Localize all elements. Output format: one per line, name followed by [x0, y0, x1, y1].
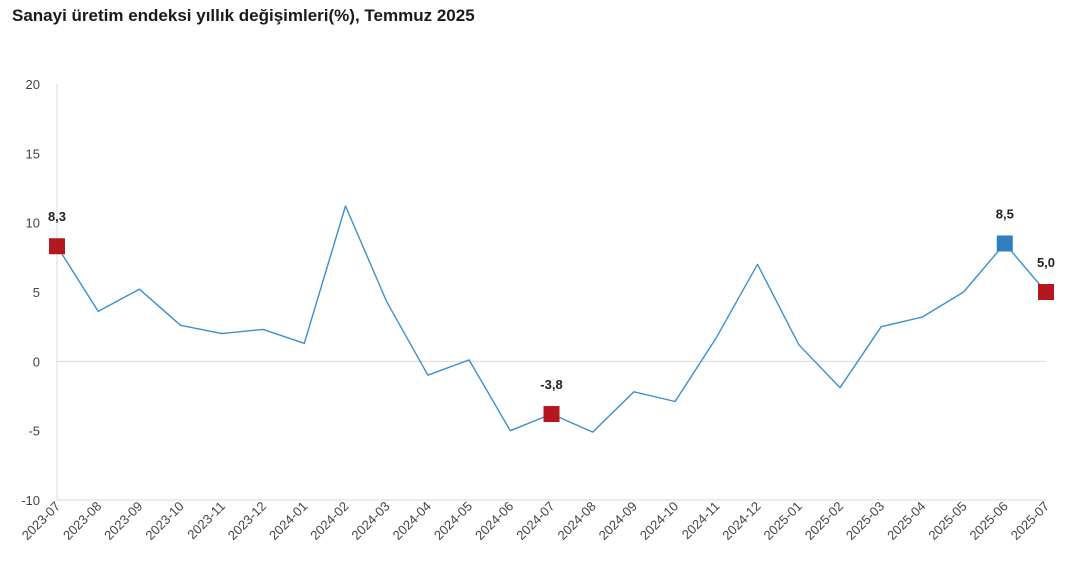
- x-tick-label: 2025-03: [843, 499, 887, 543]
- data-label: -3,8: [540, 377, 562, 392]
- x-tick-label: 2025-05: [925, 499, 969, 543]
- x-tick-label: 2023-08: [60, 499, 104, 543]
- x-tick-label: 2023-09: [101, 499, 145, 543]
- x-axis-ticks: 2023-072023-082023-092023-102023-112023-…: [19, 499, 1052, 543]
- highlight-markers: 8,3 -3,8 8,5 5,0: [48, 206, 1055, 423]
- y-tick-label: 10: [26, 216, 40, 231]
- x-tick-label: 2023-12: [225, 499, 269, 543]
- data-label: 5,0: [1037, 255, 1055, 270]
- x-tick-label: 2025-01: [761, 499, 805, 543]
- x-tick-label: 2024-03: [348, 499, 392, 543]
- highlight-marker: [1038, 284, 1054, 300]
- x-tick-label: 2024-10: [637, 499, 681, 543]
- x-tick-label: 2023-11: [184, 499, 228, 543]
- highlight-marker: [543, 406, 560, 423]
- x-tick-label: 2025-07: [1008, 499, 1052, 543]
- x-tick-label: 2025-04: [884, 499, 928, 543]
- y-tick-label: -10: [21, 493, 40, 508]
- y-axis-ticks: -10 -5 0 5 10 15 20: [21, 77, 40, 508]
- highlight-marker: [49, 238, 65, 255]
- x-tick-label: 2025-06: [967, 499, 1011, 543]
- x-tick-label: 2024-05: [431, 499, 475, 543]
- y-tick-label: 0: [33, 354, 40, 369]
- x-tick-label: 2024-08: [554, 499, 598, 543]
- series-layer: [56, 205, 1047, 433]
- highlight-marker: [996, 235, 1013, 252]
- x-tick-label: 2023-10: [142, 499, 186, 543]
- x-tick-label: 2024-12: [719, 499, 763, 543]
- x-tick-label: 2024-11: [679, 499, 723, 543]
- data-label: 8,3: [48, 209, 66, 224]
- y-tick-label: 15: [26, 146, 40, 161]
- x-tick-label: 2024-09: [596, 499, 640, 543]
- x-tick-label: 2024-07: [513, 499, 557, 543]
- x-tick-label: 2025-02: [802, 499, 846, 543]
- x-tick-label: 2024-06: [472, 499, 516, 543]
- y-tick-label: -5: [28, 424, 40, 439]
- y-tick-label: 20: [26, 77, 40, 92]
- x-tick-label: 2024-02: [307, 499, 351, 543]
- data-label: 8,5: [996, 206, 1014, 221]
- axes: [56, 84, 1046, 501]
- series-line: [56, 205, 1047, 433]
- y-tick-label: 5: [33, 285, 40, 300]
- x-tick-label: 2024-01: [266, 499, 310, 543]
- x-tick-label: 2024-04: [390, 499, 434, 543]
- chart-title: Sanayi üretim endeksi yıllık değişimleri…: [12, 6, 475, 25]
